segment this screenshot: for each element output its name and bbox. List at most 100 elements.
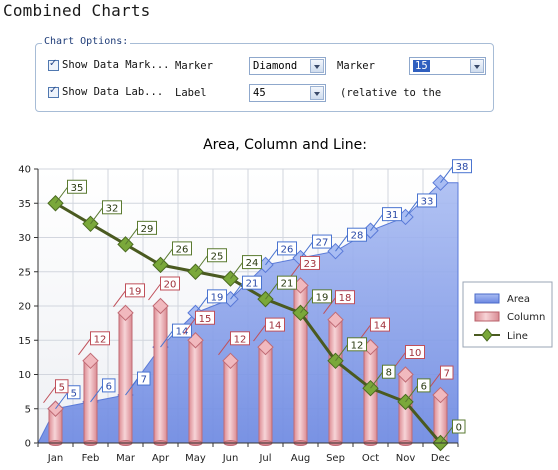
label-text: 5 xyxy=(59,382,65,393)
label-text: 24 xyxy=(246,258,259,269)
label-text: 29 xyxy=(141,224,154,235)
column-data-label: 19 xyxy=(113,283,145,308)
label-text: 7 xyxy=(141,375,147,386)
label-leader xyxy=(55,392,68,410)
line-data-label: 29 xyxy=(125,220,157,245)
label-leader xyxy=(370,371,383,389)
column-data-label: 15 xyxy=(183,310,215,335)
area-data-label: 21 xyxy=(230,275,262,300)
chevron-down-icon[interactable] xyxy=(310,86,324,100)
chevron-down-icon[interactable] xyxy=(310,59,324,73)
label-box xyxy=(195,310,215,325)
label-leader xyxy=(113,290,126,308)
y-tick-label: 35 xyxy=(18,199,31,210)
label-box xyxy=(300,255,320,270)
label-box xyxy=(277,275,297,290)
label-leader xyxy=(440,166,453,184)
column-data-label: 10 xyxy=(393,345,425,369)
label-leader xyxy=(440,426,453,444)
x-tick-label: Feb xyxy=(82,453,100,464)
label-text: 12 xyxy=(94,334,107,345)
x-tick-label: Nov xyxy=(396,453,416,464)
y-tick-label: 20 xyxy=(18,302,31,313)
show-data-markers-checkbox[interactable] xyxy=(48,58,59,71)
label-box xyxy=(347,227,367,242)
label-text: 38 xyxy=(456,162,469,173)
label-leader xyxy=(405,385,418,403)
label-leader xyxy=(90,207,103,225)
label-leader xyxy=(183,317,196,335)
column-bar xyxy=(223,360,238,444)
label-box xyxy=(172,323,192,338)
data-labels: 5 6 7 14 19 21 26 27 28 31 33 38 5 12 19 20 15 12 14 23 18 14… xyxy=(43,159,472,444)
line-data-label: 8 xyxy=(370,364,396,389)
label-leader xyxy=(78,338,91,356)
label-leader xyxy=(148,283,161,301)
label-box xyxy=(207,289,227,304)
column-marker xyxy=(432,386,449,404)
y-tick-label: 15 xyxy=(18,336,31,347)
label-leader xyxy=(195,255,208,273)
label-leader xyxy=(218,338,231,356)
relative-note: (relative to the xyxy=(340,87,442,99)
label-leader xyxy=(265,282,278,300)
y-tick-label: 10 xyxy=(18,370,31,381)
label-leader xyxy=(43,386,56,404)
label-box xyxy=(242,275,262,290)
x-tick-label: Jan xyxy=(47,453,63,464)
label-leader xyxy=(253,324,266,342)
marker-size-select[interactable]: 15 xyxy=(409,57,486,75)
label-leader xyxy=(335,234,348,252)
line-data-label: 0 xyxy=(440,419,466,444)
area-data-label: 6 xyxy=(90,378,116,403)
label-text: 18 xyxy=(339,293,352,304)
area-data-label: 19 xyxy=(195,289,227,314)
chevron-down-icon[interactable] xyxy=(470,59,484,73)
label-box xyxy=(90,331,110,346)
label-text: 15 xyxy=(199,314,212,325)
column-marker xyxy=(152,297,169,315)
label-text: 5 xyxy=(71,388,77,399)
label-text: 19 xyxy=(129,286,142,297)
label-text: 21 xyxy=(246,279,259,290)
x-tick-label: Jun xyxy=(222,453,239,464)
label-box xyxy=(265,317,285,332)
y-tick-label: 40 xyxy=(18,165,31,176)
label-text: 12 xyxy=(234,334,247,345)
label-text: 32 xyxy=(106,203,119,214)
label-leader xyxy=(160,330,173,348)
line-data-label: 12 xyxy=(335,337,367,362)
label-box xyxy=(405,345,425,359)
x-tick-label: Sep xyxy=(326,453,345,464)
label-box xyxy=(347,337,367,352)
label-text: 12 xyxy=(351,340,364,351)
marker-type-value: Diamond xyxy=(253,60,298,72)
label-box xyxy=(137,371,151,386)
legend-area-swatch xyxy=(474,293,500,304)
line-marker xyxy=(117,236,134,253)
y-tick-label: 0 xyxy=(25,439,31,450)
label-box xyxy=(172,241,192,256)
x-tick-label: Jul xyxy=(258,453,271,464)
column-data-label: 23 xyxy=(288,255,320,280)
x-tick-label: Mar xyxy=(116,453,136,464)
label-text: 20 xyxy=(164,280,177,291)
legend-column-swatch xyxy=(474,311,500,322)
label-leader xyxy=(230,262,243,279)
label-text: 31 xyxy=(386,210,399,221)
column-bar xyxy=(153,305,168,444)
label-box xyxy=(102,200,122,215)
area-data-label: 27 xyxy=(300,234,332,259)
area-data-label: 7 xyxy=(125,371,151,396)
column-bar xyxy=(258,346,273,444)
x-tick-label: Aug xyxy=(291,453,311,464)
label-box xyxy=(137,220,157,235)
chart-title: Area, Column and Line: xyxy=(203,137,367,153)
label-angle-select[interactable]: 45 xyxy=(249,84,326,102)
marker-type-label: Marker xyxy=(175,60,213,72)
label-leader xyxy=(195,296,208,314)
column-data-label: 5 xyxy=(43,379,69,404)
show-data-labels-checkbox[interactable] xyxy=(48,85,59,98)
marker-type-select[interactable]: Diamond xyxy=(249,57,326,75)
label-text: 26 xyxy=(281,244,294,255)
